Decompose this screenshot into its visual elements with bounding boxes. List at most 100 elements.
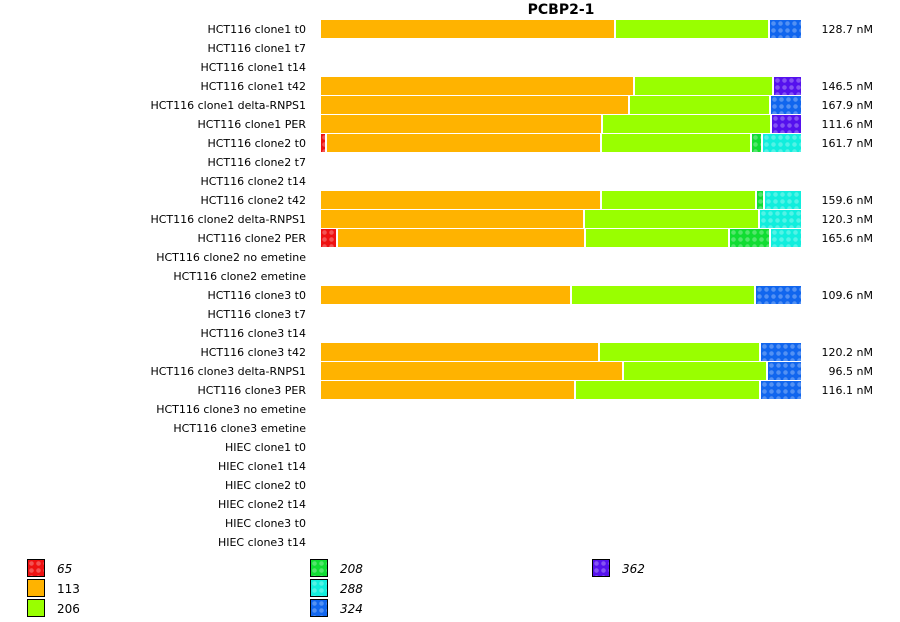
legend-swatch <box>310 579 328 597</box>
legend-swatch <box>27 579 45 597</box>
legend-swatch <box>27 599 45 617</box>
row-label: HCT116 clone1 t0 <box>207 23 306 36</box>
row-label: HCT116 clone3 t0 <box>207 289 306 302</box>
row-label: HCT116 clone3 t7 <box>207 308 306 321</box>
legend-label: 206 <box>57 602 80 616</box>
stacked-bar <box>321 210 803 228</box>
bar-segment-288 <box>760 210 801 228</box>
legend-label: 324 <box>340 602 363 616</box>
chart-row: HCT116 clone1 t42 146.5 nM <box>0 77 900 96</box>
legend-swatch <box>310 559 328 577</box>
row-value-label: 167.9 nM <box>821 99 873 112</box>
bar-segment-113 <box>321 96 628 114</box>
row-label: HIEC clone3 t14 <box>217 536 306 549</box>
bar-segment-208 <box>730 229 769 247</box>
chart-row: HCT116 clone2 emetine <box>0 267 900 286</box>
row-label: HCT116 clone2 delta-RNPS1 <box>150 213 306 226</box>
chart-row: HCT116 clone1 t14 <box>0 58 900 77</box>
stacked-bar <box>321 20 803 38</box>
chart-row: HCT116 clone3 delta-RNPS1 96.5 nM <box>0 362 900 381</box>
row-label: HIEC clone3 t0 <box>224 517 306 530</box>
chart-row: HCT116 clone3 t42 120.2 nM <box>0 343 900 362</box>
bar-segment-208 <box>757 191 763 209</box>
bar-segment-324 <box>761 381 801 399</box>
chart-row: HCT116 clone1 delta-RNPS1 167.9 nM <box>0 96 900 115</box>
chart-row: HCT116 clone2 t14 <box>0 172 900 191</box>
bar-segment-206 <box>585 210 758 228</box>
bar-segment-65 <box>321 134 325 152</box>
row-label: HCT116 clone3 t14 <box>200 327 306 340</box>
bar-segment-206 <box>624 362 766 380</box>
row-label: HCT116 clone2 t7 <box>207 156 306 169</box>
row-label: HIEC clone2 t0 <box>224 479 306 492</box>
row-label: HCT116 clone3 no emetine <box>156 403 306 416</box>
chart-row: HCT116 clone2 t42 159.6 nM <box>0 191 900 210</box>
row-label: HCT116 clone1 t7 <box>207 42 306 55</box>
bar-segment-208 <box>752 134 761 152</box>
bar-segment-324 <box>770 20 801 38</box>
stacked-bar <box>321 115 803 133</box>
bar-segment-206 <box>602 191 755 209</box>
row-label: HCT116 clone3 delta-RNPS1 <box>150 365 306 378</box>
legend-label: 65 <box>57 562 73 576</box>
bar-segment-206 <box>602 134 750 152</box>
row-value-label: 128.7 nM <box>821 23 873 36</box>
row-label: HCT116 clone2 t14 <box>200 175 306 188</box>
bar-segment-113 <box>321 20 614 38</box>
stacked-bar <box>321 96 803 114</box>
bar-segment-206 <box>616 20 768 38</box>
chart-row: HCT116 clone3 t0 109.6 nM <box>0 286 900 305</box>
chart-row: HCT116 clone2 t7 <box>0 153 900 172</box>
bar-segment-206 <box>635 77 772 95</box>
row-value-label: 165.6 nM <box>821 232 873 245</box>
chart-row: HCT116 clone3 no emetine <box>0 400 900 419</box>
bar-segment-362 <box>774 77 801 95</box>
bar-segment-206 <box>576 381 759 399</box>
bar-segment-206 <box>600 343 759 361</box>
chart-title: PCBP2-1 <box>527 2 595 18</box>
stacked-bar <box>321 134 803 152</box>
row-label: HCT116 clone1 delta-RNPS1 <box>150 99 306 112</box>
row-value-label: 116.1 nM <box>821 384 873 397</box>
chart-row: HCT116 clone2 t0 161.7 nM <box>0 134 900 153</box>
legend-label: 288 <box>340 582 363 596</box>
row-label: HCT116 clone2 t42 <box>200 194 306 207</box>
bar-segment-206 <box>630 96 769 114</box>
chart-row: HCT116 clone3 t14 <box>0 324 900 343</box>
stacked-bar <box>321 286 803 304</box>
legend-swatch <box>310 599 328 617</box>
bar-segment-113 <box>327 134 600 152</box>
stacked-bar <box>321 229 803 247</box>
bar-segment-324 <box>768 362 801 380</box>
bar-segment-288 <box>771 229 801 247</box>
bar-segment-288 <box>765 191 801 209</box>
stacked-bar <box>321 362 803 380</box>
chart-row: HCT116 clone3 emetine <box>0 419 900 438</box>
stacked-bar <box>321 191 803 209</box>
bar-segment-206 <box>572 286 754 304</box>
bar-segment-206 <box>603 115 770 133</box>
row-label: HCT116 clone3 PER <box>197 384 306 397</box>
bar-segment-113 <box>321 362 622 380</box>
bar-segment-113 <box>338 229 584 247</box>
bar-segment-113 <box>321 343 598 361</box>
legend-label: 362 <box>622 562 645 576</box>
row-label: HCT116 clone2 no emetine <box>156 251 306 264</box>
chart-row: HCT116 clone1 t7 <box>0 39 900 58</box>
legend-label: 113 <box>57 582 80 596</box>
bar-segment-362 <box>772 115 801 133</box>
bar-segment-113 <box>321 286 570 304</box>
chart-rows: HCT116 clone1 t0 128.7 nM HCT116 clone1 t7… <box>0 20 900 552</box>
bar-segment-324 <box>771 96 801 114</box>
row-value-label: 120.3 nM <box>821 213 873 226</box>
row-label: HIEC clone1 t0 <box>224 441 306 454</box>
legend-label: 208 <box>340 562 363 576</box>
chart-row: HCT116 clone3 t7 <box>0 305 900 324</box>
chart-row: HCT116 clone3 PER 116.1 nM <box>0 381 900 400</box>
row-value-label: 146.5 nM <box>821 80 873 93</box>
row-label: HCT116 clone1 PER <box>197 118 306 131</box>
chart-row: HIEC clone1 t14 <box>0 457 900 476</box>
chart-row: HCT116 clone2 delta-RNPS1 120.3 nM <box>0 210 900 229</box>
row-value-label: 96.5 nM <box>828 365 873 378</box>
bar-segment-206 <box>586 229 728 247</box>
